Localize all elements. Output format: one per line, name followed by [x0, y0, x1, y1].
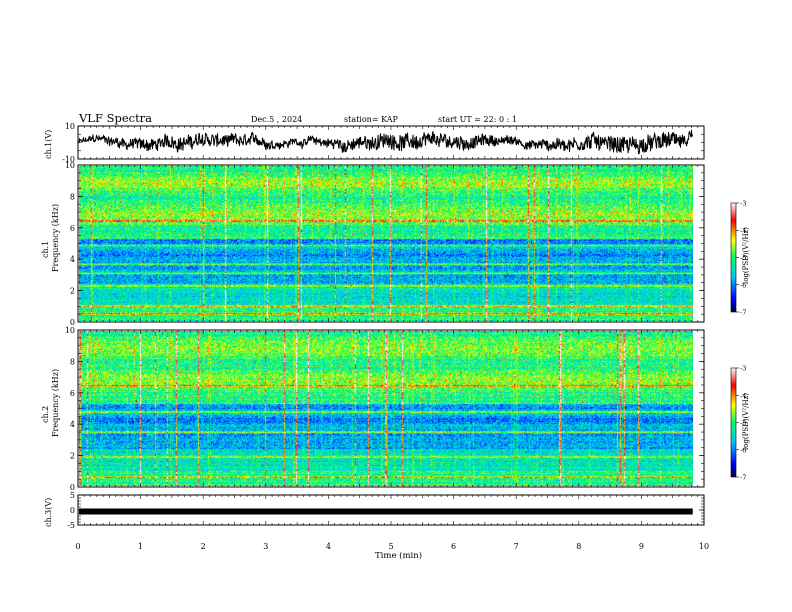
ch1-colorbar-label: log(PSD)(V²/Hz): [742, 227, 750, 284]
date-label: Dec.5 , 2024: [251, 115, 302, 124]
ch2-spectrogram-y-tick-label: 6: [70, 389, 75, 398]
colorbar-tick-label: -5: [740, 419, 746, 427]
ch2-spectrogram-y-tick-label: 4: [70, 420, 75, 429]
ch1-spectrogram-y-tick-label: 2: [70, 287, 75, 296]
ch3-waveform-band: [79, 508, 693, 515]
ch1-waveform-y-tick-label: -10: [62, 155, 75, 164]
x-tick-label: 6: [451, 542, 456, 551]
ch3-waveform-ylabel: ch.3(V): [44, 498, 53, 527]
ch1-spectrogram-y-tick-label: 0: [70, 318, 75, 327]
x-tick-label: 5: [388, 542, 393, 551]
ch1-channel-label: ch.1: [41, 241, 50, 258]
ch3-waveform-y-tick-label: 5: [70, 491, 75, 500]
ch2-spectrogram-y-tick-label: 10: [65, 326, 75, 335]
x-tick-label: 7: [514, 542, 519, 551]
start-ut-label: start UT = 22: 0 : 1: [438, 115, 517, 124]
station-label: station= KAP: [344, 115, 399, 124]
ch3-waveform-y-tick-label: -5: [67, 521, 75, 530]
ch2-colorbar-label: log(PSD)(V²/Hz): [742, 393, 750, 450]
colorbar-tick-label: -4: [740, 227, 746, 235]
ch2-spectrogram-y-tick-label: 2: [70, 452, 75, 461]
ch1-spectrogram-y-tick-label: 6: [70, 224, 75, 233]
xaxis-label: Time (min): [375, 550, 422, 561]
x-tick-label: 3: [263, 542, 268, 551]
x-tick-label: 9: [639, 542, 644, 551]
ch1-spectrogram-y-tick-label: 10: [65, 161, 75, 170]
ch1-spectrogram-image: [79, 166, 693, 321]
ch3-waveform-y-tick-label: 0: [70, 506, 75, 515]
ch2-frequency-ylabel: Frequency (kHz): [51, 369, 60, 437]
ch1-spectrogram-y-tick-label: 8: [70, 192, 75, 201]
x-tick-label: 1: [138, 542, 143, 551]
ch2-spectrogram-y-tick-label: 0: [70, 483, 75, 492]
colorbar-tick-label: -4: [740, 392, 746, 400]
ch2-colorbar-gradient: [730, 367, 737, 478]
x-tick-label: 4: [326, 542, 331, 551]
colorbar-tick-label: -7: [740, 474, 746, 482]
ch2-channel-label: ch.2: [41, 406, 50, 423]
colorbar-tick-label: -3: [740, 365, 746, 373]
colorbar-tick-label: -7: [740, 309, 746, 317]
ch1-colorbar: -3 -4 -5 -6 -7 log(PSD)(V²/Hz): [730, 200, 750, 317]
colorbar-tick-label: -5: [740, 254, 746, 262]
ch2-spectrogram-image: [79, 331, 693, 486]
ch1-waveform-y-tick-label: 10: [65, 122, 75, 131]
ch1-colorbar-gradient: [730, 202, 737, 313]
colorbar-tick-label: -6: [740, 446, 746, 454]
axis-ticks: [77, 125, 705, 526]
ch1-spectrogram-y-tick-label: 4: [70, 255, 75, 264]
colorbar-tick-label: -3: [740, 200, 746, 208]
ch1-colorbar-ticks: -3 -4 -5 -6 -7: [736, 200, 746, 317]
ch2-colorbar: -3 -4 -5 -6 -7 log(PSD)(V²/Hz): [730, 365, 750, 482]
colorbar-tick-label: -6: [740, 281, 746, 289]
ch1-waveform-line: [78, 129, 693, 155]
ch2-spectrogram-y-tick-label: 8: [70, 357, 75, 366]
x-tick-label: 2: [201, 542, 206, 551]
x-tick-label: 10: [699, 542, 709, 551]
ch2-colorbar-ticks: -3 -4 -5 -6 -7: [736, 365, 746, 482]
ch1-frequency-ylabel: Frequency (kHz): [51, 204, 60, 272]
x-tick-label: 8: [576, 542, 581, 551]
ch1-waveform-ylabel: ch.1(V): [44, 130, 53, 159]
x-tick-label: 0: [75, 542, 80, 551]
figure-title: VLF Spectra: [78, 111, 152, 125]
